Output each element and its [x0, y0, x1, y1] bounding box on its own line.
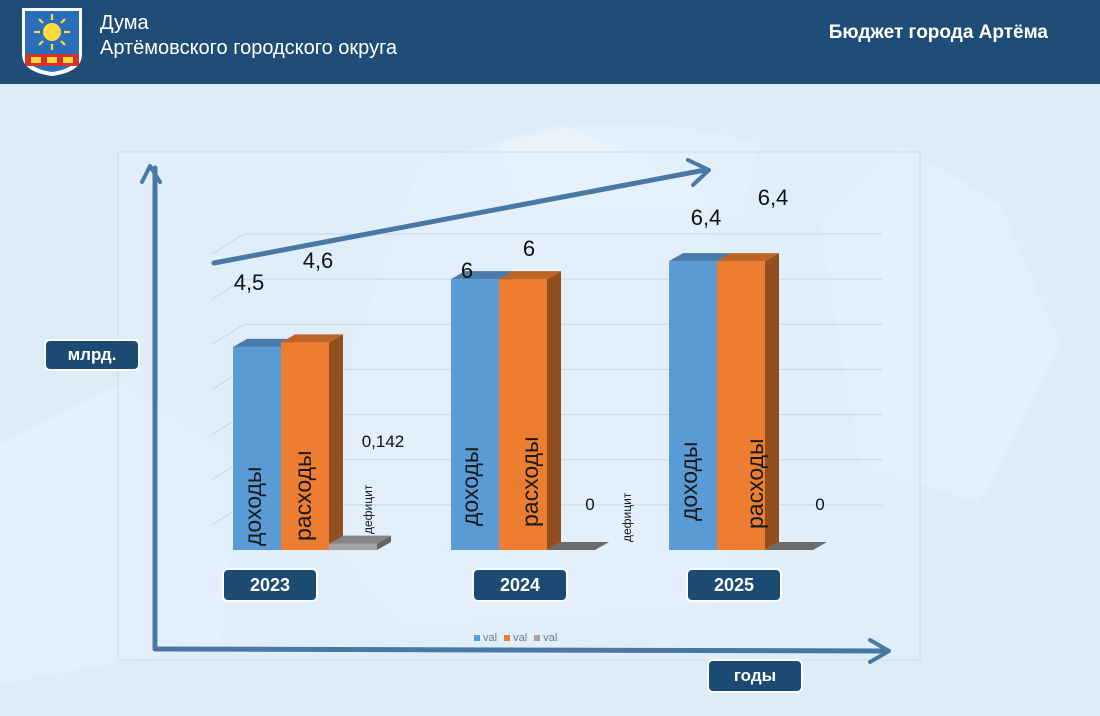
- bar-top-доходы-2024: [451, 271, 513, 280]
- bar-доходы-2025: [669, 261, 717, 550]
- bar-top-расходы-2025: [717, 253, 779, 262]
- bar-text-доходы-2025: доходы: [676, 442, 702, 521]
- year-label-2023: 2023: [224, 570, 316, 600]
- bar-дефицит-2023: [329, 543, 377, 550]
- year-label-2025: 2025: [688, 570, 780, 600]
- bar-расходы-2023: [281, 342, 329, 550]
- bar-top-расходы-2023: [281, 334, 343, 343]
- org-name-line2: Артёмовского городского округа: [100, 37, 398, 59]
- bar-top-доходы-2025: [669, 253, 731, 262]
- value-label-доходы-2025: 6,4: [691, 205, 722, 230]
- gridline-diag: [211, 233, 245, 255]
- legend-swatch-expense: [504, 635, 511, 641]
- chart-legend: val val val: [470, 632, 557, 644]
- trend-arrowhead: [686, 158, 711, 187]
- chart-labels: доходы расходы дефицит доходы расходы дефицит…: [234, 185, 825, 546]
- bar-text-расходы-2023: расходы: [290, 450, 316, 541]
- org-name-line1: Дума: [100, 12, 149, 34]
- bar-side-расходы-2023: [329, 334, 343, 550]
- year-label-2024: 2024: [474, 570, 566, 600]
- legend-entry-1: val: [483, 632, 498, 644]
- bar-text-дефицит-2023: дефицит: [361, 484, 375, 534]
- page-title: Бюджет города Артёма: [828, 22, 1048, 43]
- bar-text-расходы-2024: расходы: [517, 436, 543, 527]
- bar-расходы-2025: [717, 261, 765, 550]
- bar-top-дефицит-2023: [329, 535, 391, 544]
- value-label-доходы-2023: 4,5: [234, 270, 265, 295]
- y-axis-arrowhead: [140, 164, 162, 184]
- gridline-diag: [211, 278, 245, 300]
- bar-text-доходы-2024: доходы: [457, 447, 483, 526]
- legend-entry-3: val: [543, 632, 558, 644]
- legend-entry-2: val: [513, 632, 528, 644]
- header-bar: Дума Артёмовского городского округа Бюдж…: [0, 0, 1100, 84]
- value-label-расходы-2023: 4,6: [303, 248, 334, 273]
- bar-расходы-2024: [499, 279, 547, 550]
- x-axis-arrowhead: [868, 638, 891, 664]
- bar-text-расходы-2025: расходы: [742, 438, 768, 529]
- budget-bar-chart: доходы расходы дефицит доходы расходы дефицит…: [0, 124, 1060, 684]
- trend-arrow-line: [211, 167, 708, 266]
- bar-side-расходы-2024: [547, 271, 561, 550]
- bar-top-доходы-2023: [233, 338, 295, 347]
- chart-arrows: [140, 158, 891, 664]
- value-label-доходы-2024: 6: [461, 258, 473, 283]
- gridline-diag: [211, 323, 245, 345]
- value-label-дефицит-2023: 0,142: [362, 432, 405, 451]
- y-axis-unit-label: млрд.: [46, 341, 138, 369]
- bar-flat-дефицит-2025: [765, 542, 827, 550]
- bar-text-доходы-2023: доходы: [240, 467, 266, 546]
- bar-top-расходы-2024: [499, 271, 561, 280]
- bar-side-дефицит-2023: [377, 535, 391, 550]
- value-label-дефицит-2024: 0: [585, 495, 594, 514]
- bar-доходы-2024: [451, 279, 499, 550]
- value-label-расходы-2024: 6: [523, 236, 535, 261]
- legend-swatch-income: [474, 635, 480, 641]
- bar-flat-дефицит-2024: [547, 542, 609, 550]
- bar-text-дефицит-2024: дефицит: [620, 492, 634, 542]
- bar-доходы-2023: [233, 346, 281, 550]
- chart-bars: [233, 253, 827, 551]
- legend-swatch-deficit: [534, 635, 541, 641]
- city-emblem-icon: [22, 8, 82, 76]
- x-axis-label: годы: [709, 661, 801, 691]
- x-axis-arrow-line: [152, 646, 888, 654]
- value-label-расходы-2025: 6,4: [758, 185, 789, 210]
- value-label-дефицит-2025: 0: [815, 495, 824, 514]
- bar-side-расходы-2025: [765, 253, 779, 551]
